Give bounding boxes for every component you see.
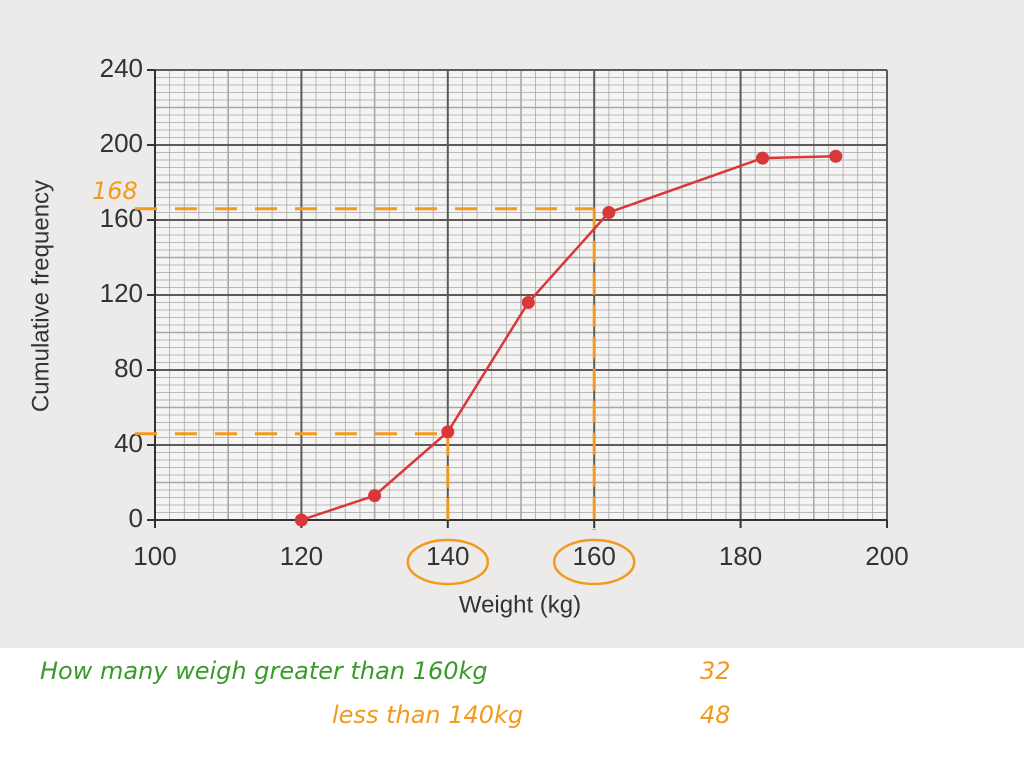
point [756,151,770,165]
second-answer: 48 [700,701,731,729]
y-tick-label: 120 [100,278,143,308]
guide-circle [406,538,490,586]
y-tick-label: 80 [114,353,143,383]
point [602,206,616,219]
note-area [0,648,1024,768]
point [829,149,843,163]
point [441,425,455,439]
y-note: 168 [92,177,138,205]
x-tick-label: 180 [719,541,762,571]
y-tick-label: 200 [100,128,143,158]
answer: 32 [700,657,731,685]
x-tick-label: 200 [865,541,908,571]
y-tick-label: 0 [129,503,143,533]
question: How many weigh greater than 160kg [40,657,488,685]
point [368,489,382,503]
guide-circle [552,538,636,586]
x-tick-label: 120 [280,541,323,571]
second-question: less than 140kg [332,701,523,729]
point [294,513,308,527]
x-axis-title: Weight (kg) [459,591,581,618]
point [521,296,535,309]
y-tick-label: 240 [100,53,143,83]
x-tick-label: 160 [573,541,616,571]
x-tick-label: 100 [133,541,176,571]
y-axis-title: Cumulative frequency [27,180,54,412]
x-tick-label: 140 [426,541,469,571]
